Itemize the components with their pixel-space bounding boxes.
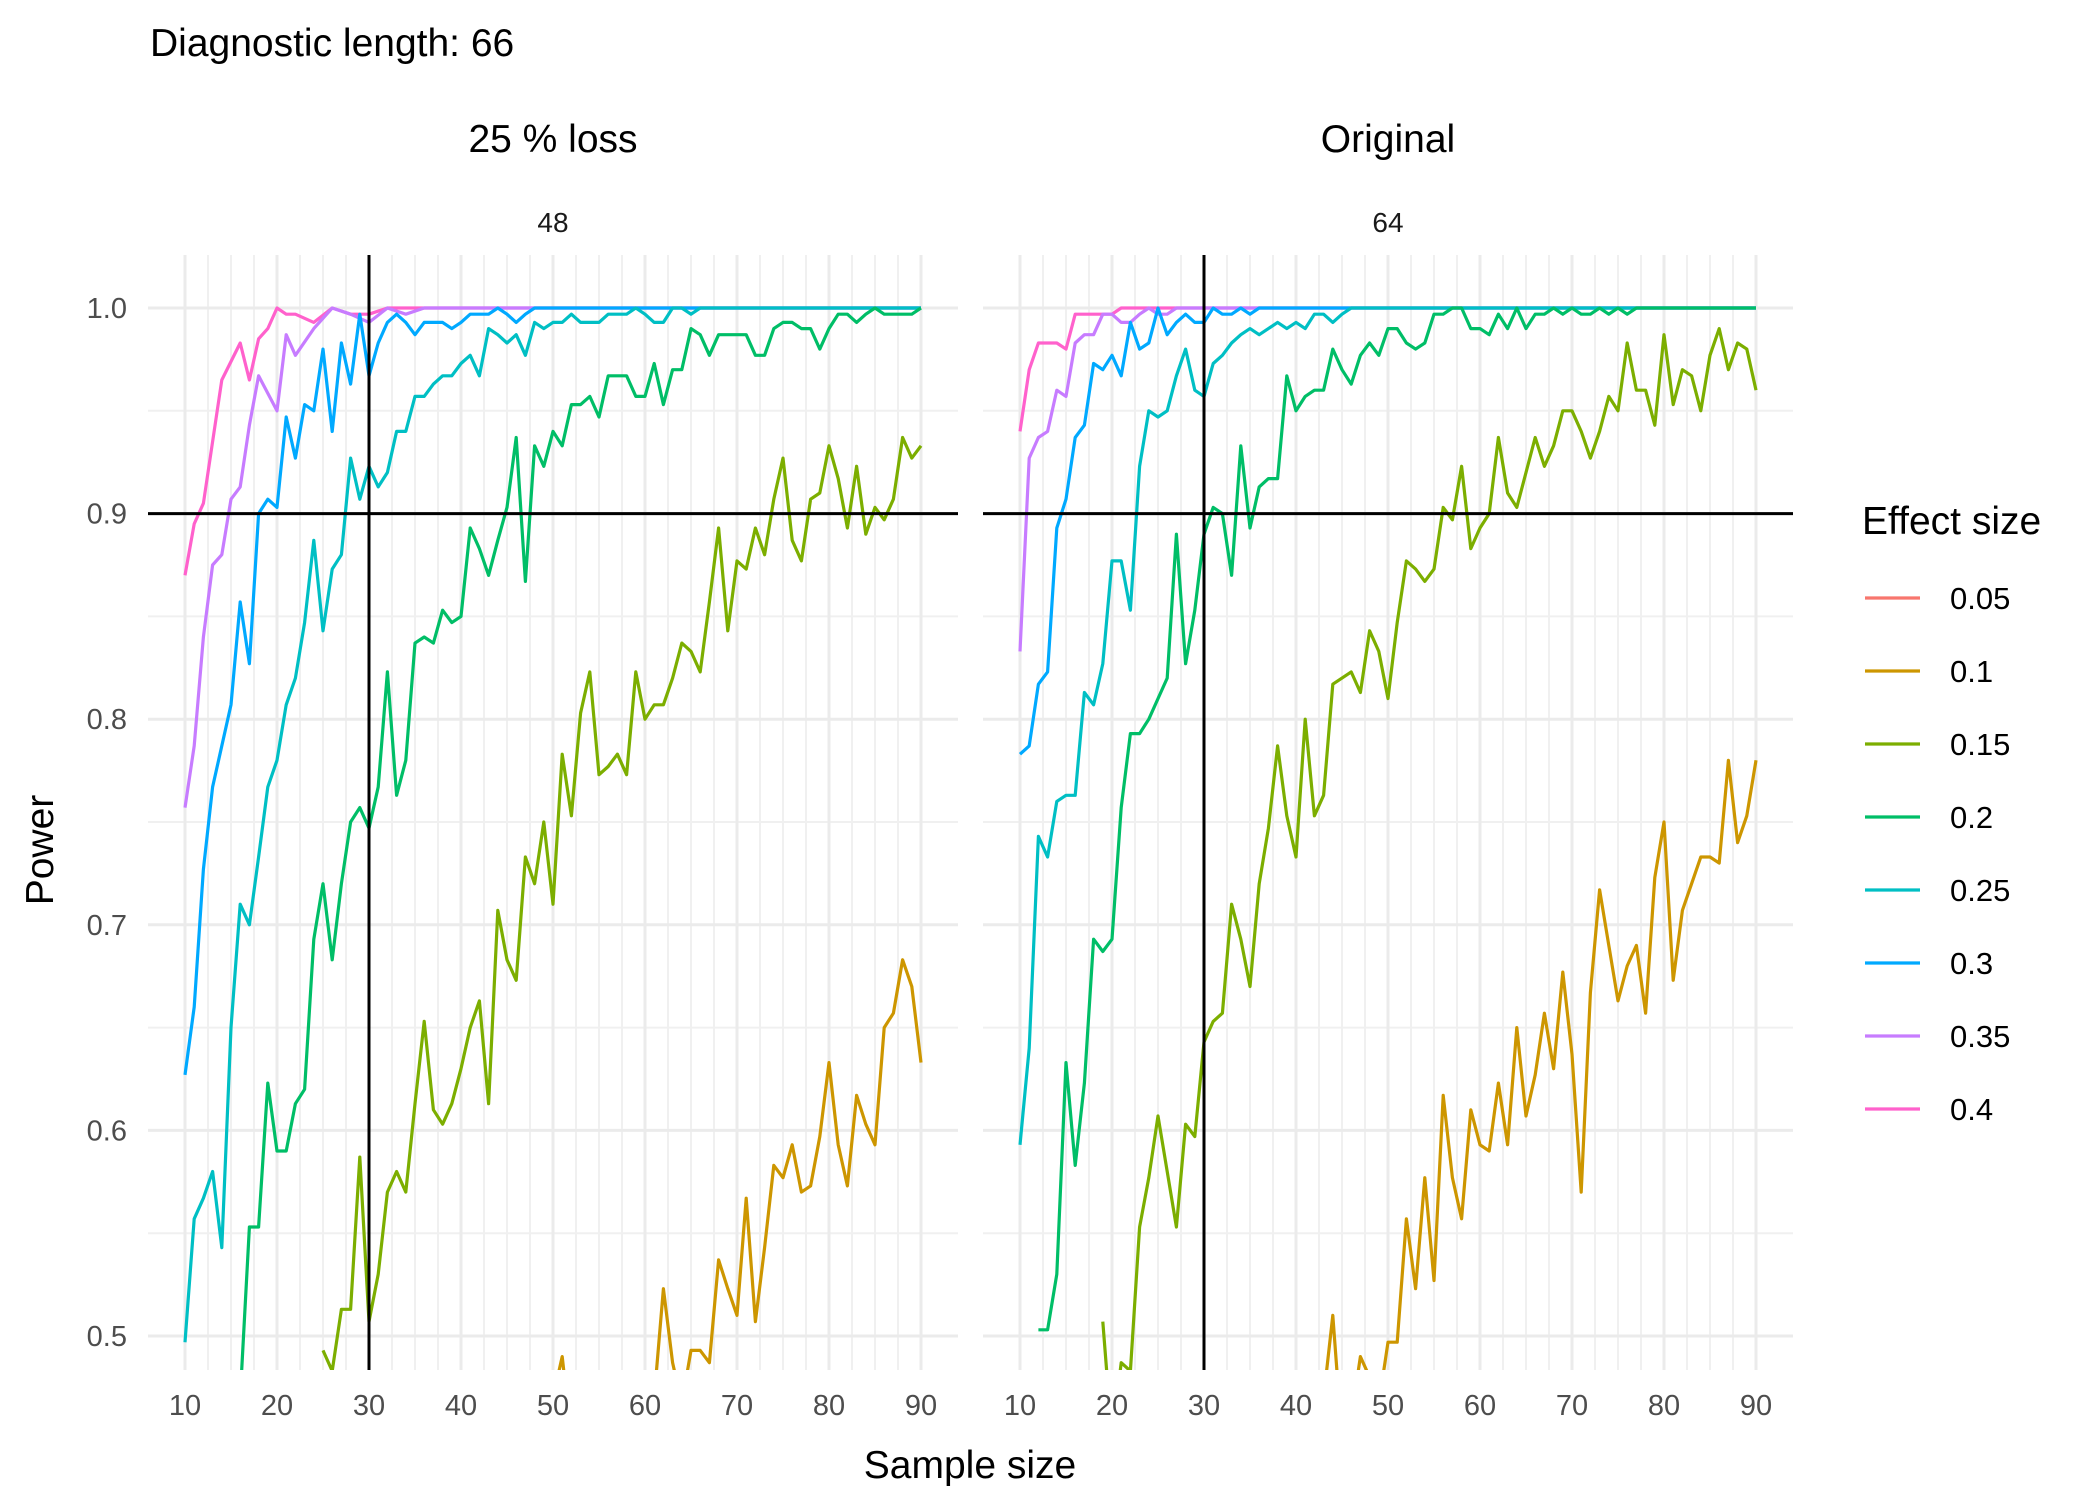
series-line-0_3 bbox=[1018, 306, 1756, 756]
series-line-0_25 bbox=[183, 306, 921, 1343]
legend: Effect size 0.05 0.1 0.15 0.2 0.25 0.3 0.35 0.4 bbox=[1862, 500, 2041, 1127]
y-tick-label: 1.0 bbox=[87, 293, 127, 325]
series-line-0_35 bbox=[1018, 306, 1756, 652]
legend-label: 0.3 bbox=[1950, 946, 1993, 981]
legend-item: 0.4 bbox=[1865, 1092, 1993, 1127]
panel-title: 25 % loss bbox=[468, 118, 637, 161]
x-tick-label: 50 bbox=[1372, 1390, 1404, 1422]
chart-title: Diagnostic length: 66 bbox=[150, 22, 514, 65]
x-tick-label: 70 bbox=[1556, 1390, 1588, 1422]
y-tick-label: 0.9 bbox=[87, 499, 127, 531]
series-line-0_1 bbox=[557, 958, 923, 1370]
series-line-0_2 bbox=[240, 306, 922, 1370]
panel-2: Original 64 10 20 30 40 50 60 70 80 90 bbox=[983, 118, 1793, 1422]
x-tick-label: 10 bbox=[1004, 1390, 1036, 1422]
legend-item: 0.3 bbox=[1865, 946, 1993, 981]
legend-label: 0.15 bbox=[1950, 727, 2010, 762]
legend-label: 0.4 bbox=[1950, 1092, 1993, 1127]
x-tick-label: 30 bbox=[353, 1390, 385, 1422]
x-tick-label: 20 bbox=[261, 1390, 293, 1422]
legend-label: 0.35 bbox=[1950, 1019, 2010, 1054]
x-tick-label: 50 bbox=[537, 1390, 569, 1422]
panel-subtitle: 48 bbox=[537, 207, 568, 238]
y-tick-label: 0.6 bbox=[87, 1115, 127, 1147]
x-tick-label: 40 bbox=[445, 1390, 477, 1422]
series-line-0_15 bbox=[321, 435, 923, 1370]
series-line-0_3 bbox=[183, 306, 921, 1076]
x-tick-label: 90 bbox=[1740, 1390, 1772, 1422]
x-tick-label: 40 bbox=[1280, 1390, 1312, 1422]
series-line-0_4 bbox=[1018, 306, 1756, 432]
series-group bbox=[183, 306, 923, 1370]
legend-item: 0.35 bbox=[1865, 1019, 2010, 1054]
series-line-0_15 bbox=[1101, 327, 1758, 1370]
x-tick-label: 90 bbox=[905, 1390, 937, 1422]
x-tick-label: 30 bbox=[1188, 1390, 1220, 1422]
x-tick-label: 20 bbox=[1096, 1390, 1128, 1422]
panel-1: 25 % loss 48 10 20 30 40 50 60 70 80 90 0.5 0.6 0.7 0.… bbox=[87, 118, 958, 1422]
x-tick-label: 80 bbox=[813, 1390, 845, 1422]
legend-title: Effect size bbox=[1862, 500, 2041, 543]
series-line-0_2 bbox=[1038, 306, 1756, 1332]
legend-item: 0.2 bbox=[1865, 800, 1993, 835]
x-axis-label: Sample size bbox=[864, 1444, 1076, 1487]
legend-label: 0.2 bbox=[1950, 800, 1993, 835]
x-tick-label: 70 bbox=[721, 1390, 753, 1422]
legend-item: 0.15 bbox=[1865, 727, 2010, 762]
y-tick-label: 0.8 bbox=[87, 704, 127, 736]
legend-label: 0.25 bbox=[1950, 873, 2010, 908]
x-tick-label: 60 bbox=[629, 1390, 661, 1422]
y-tick-label: 0.5 bbox=[87, 1321, 127, 1353]
legend-item: 0.25 bbox=[1865, 873, 2010, 908]
legend-item: 0.05 bbox=[1865, 581, 2010, 616]
x-tick-label: 10 bbox=[169, 1390, 201, 1422]
panel-subtitle: 64 bbox=[1372, 207, 1403, 238]
y-axis-label: Power bbox=[19, 795, 62, 906]
y-tick-label: 0.7 bbox=[87, 910, 127, 942]
legend-label: 0.05 bbox=[1950, 581, 2010, 616]
series-line-0_35 bbox=[183, 306, 921, 808]
panel-title: Original bbox=[1321, 118, 1455, 161]
series-line-0_1 bbox=[1325, 758, 1758, 1370]
x-tick-label: 60 bbox=[1464, 1390, 1496, 1422]
legend-label: 0.1 bbox=[1950, 654, 1993, 689]
panels-layer: 25 % loss 48 10 20 30 40 50 60 70 80 90 0.5 0.6 0.7 0.… bbox=[87, 118, 1793, 1422]
legend-item: 0.1 bbox=[1865, 654, 1993, 689]
x-tick-label: 80 bbox=[1648, 1390, 1680, 1422]
